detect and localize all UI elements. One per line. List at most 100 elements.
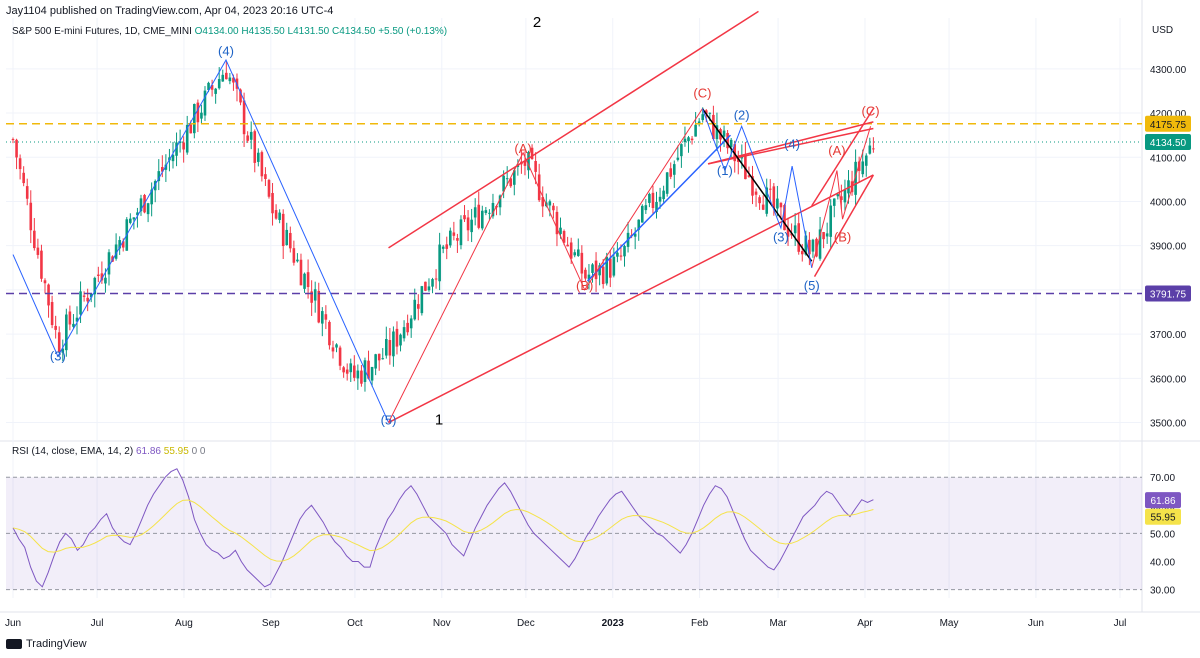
candle-body (413, 299, 417, 320)
wave-label: 1 (435, 412, 443, 429)
candle-body (534, 160, 537, 172)
candle-body (441, 246, 445, 249)
rsi-value-tag (1145, 492, 1181, 509)
candle-body (808, 239, 811, 255)
candle-body (210, 85, 214, 90)
candle-body (338, 347, 342, 366)
time-tick-label: Jun (5, 618, 21, 629)
candle-body (786, 227, 790, 237)
candle-body (783, 205, 786, 231)
candle-body (171, 154, 175, 162)
candle-body (285, 229, 289, 246)
ohlc-high: H4135.50 (241, 26, 285, 37)
candle-body (605, 256, 609, 284)
candle-body (658, 196, 662, 202)
candle-body (434, 278, 438, 280)
candle-body (225, 72, 228, 80)
ohlc-close: C4134.50 (332, 26, 376, 37)
ohlc-low: L4131.50 (287, 26, 330, 37)
wave-path-red (388, 108, 703, 423)
candle-body (793, 225, 797, 234)
candle-body (676, 157, 680, 160)
trendline (586, 134, 731, 282)
candle-body (299, 259, 303, 286)
level-price-tag (1145, 285, 1191, 302)
candle-body (562, 231, 566, 243)
candle-body (598, 265, 601, 276)
candle-body (505, 178, 509, 180)
candle-body (203, 90, 207, 116)
candle-body (328, 321, 331, 346)
ohlc-open: O4134.00 (194, 26, 239, 37)
candle-body (587, 274, 591, 280)
candle-body (253, 131, 257, 163)
candle-body (861, 161, 865, 175)
candle-body (872, 148, 875, 150)
candle-body (136, 212, 139, 216)
tradingview-logo[interactable]: TradingView (6, 638, 87, 650)
candle-body (640, 205, 644, 223)
candle-body (530, 147, 534, 160)
candle-body (289, 232, 292, 249)
symbol-legend: S&P 500 E-mini Futures, 1D, CME_MINI O41… (12, 26, 447, 37)
candle-body (349, 363, 353, 373)
candle-body (114, 244, 118, 259)
candle-body (402, 327, 406, 339)
candle-body (509, 178, 513, 187)
candle-body (239, 89, 242, 103)
candle-body (616, 252, 619, 257)
candle-body (306, 272, 310, 288)
candle-body (498, 195, 502, 208)
tradingview-brand: TradingView (26, 638, 87, 650)
candle-body (406, 322, 409, 333)
candle-body (644, 205, 648, 211)
candle-body (690, 138, 694, 141)
candle-body (424, 281, 427, 291)
level-price-tag (1145, 115, 1191, 132)
candle-body (715, 125, 719, 140)
candle-body (228, 77, 232, 82)
candle-body (829, 205, 833, 237)
rsi-extra-1: 0 (191, 446, 198, 457)
trendline (707, 127, 874, 165)
candle-body (200, 112, 203, 119)
candle-body (18, 158, 22, 170)
candle-body (473, 207, 477, 218)
candle-body (79, 291, 82, 315)
candle-body (680, 144, 683, 157)
price-tick-label: 4200.00 (1150, 109, 1187, 120)
candle-body (185, 124, 189, 153)
candle-body (249, 131, 253, 140)
price-tick-label: 4100.00 (1150, 153, 1187, 164)
candle-body (722, 130, 726, 137)
candle-body (445, 244, 449, 249)
candle-body (157, 171, 161, 182)
rsi-ma-value: 55.95 (163, 446, 189, 457)
candle-body (360, 370, 363, 384)
wave-label: (1) (717, 163, 733, 178)
candle-body (559, 227, 562, 235)
candle-body (797, 223, 801, 252)
candle-body (452, 232, 456, 236)
candle-body (246, 135, 249, 141)
rsi-tick-label: 70.00 (1150, 473, 1175, 484)
candle-body (665, 172, 669, 194)
candle-body (370, 366, 374, 381)
candle-body (804, 235, 808, 255)
wave-label: (5) (804, 278, 820, 293)
candle-body (758, 197, 761, 204)
candle-body (33, 230, 36, 249)
candle-body (381, 358, 385, 360)
rsi-ma-label: 55.95 (1150, 513, 1175, 524)
candle-body (271, 192, 274, 214)
candle-body (164, 164, 168, 170)
candle-body (811, 239, 815, 252)
candle-body (264, 174, 267, 180)
candle-body (601, 266, 605, 285)
candle-body (772, 186, 776, 208)
candle-body (420, 286, 424, 314)
candle-body (854, 161, 857, 195)
tradingview-logo-icon (6, 639, 22, 649)
wave-label: (C) (862, 103, 880, 118)
